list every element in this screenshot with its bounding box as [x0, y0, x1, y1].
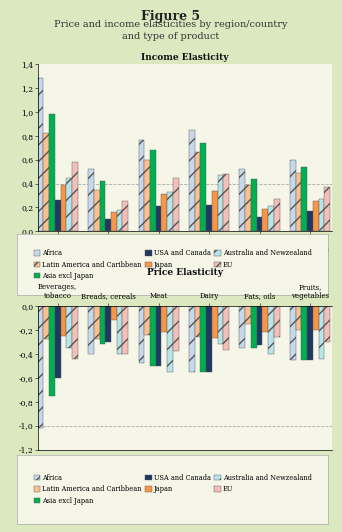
Text: Figure 5: Figure 5	[142, 10, 200, 22]
Bar	[313, 306, 318, 330]
Bar	[318, 306, 324, 359]
Bar	[55, 201, 61, 231]
Bar	[262, 306, 268, 332]
Bar	[256, 306, 262, 345]
Bar	[301, 306, 307, 360]
Bar	[200, 306, 206, 372]
Bar	[150, 306, 156, 366]
Bar	[212, 191, 218, 231]
Bar	[156, 306, 161, 366]
Bar	[38, 78, 43, 231]
Bar	[156, 206, 161, 231]
Legend: Africa, Latin America and Caribbean, Asia excl Japan, USA and Canada, Japan, Aus: Africa, Latin America and Caribbean, Asi…	[31, 471, 314, 508]
Bar	[72, 162, 78, 231]
Bar	[49, 306, 55, 396]
Bar	[43, 306, 49, 339]
Bar	[251, 306, 256, 348]
Bar	[301, 167, 307, 231]
Bar	[55, 306, 61, 378]
Bar	[223, 306, 229, 350]
Bar	[245, 306, 251, 324]
Title: Income Elasticity: Income Elasticity	[141, 53, 228, 62]
Bar	[200, 143, 206, 231]
Legend: Africa, Latin America and Caribbean, Asia excl Japan, USA and Canada, Japan, Aus: Africa, Latin America and Caribbean, Asi…	[31, 247, 314, 282]
Bar	[206, 205, 212, 231]
Bar	[295, 306, 301, 330]
Bar	[268, 206, 274, 231]
Bar	[105, 220, 111, 231]
Bar	[161, 194, 167, 231]
Bar	[290, 160, 295, 231]
Bar	[72, 306, 78, 359]
Bar	[88, 306, 94, 354]
Bar	[223, 174, 229, 231]
Bar	[66, 306, 72, 348]
Bar	[173, 178, 179, 231]
Bar	[117, 210, 122, 231]
Bar	[274, 306, 279, 337]
Bar	[161, 306, 167, 332]
Bar	[324, 187, 330, 231]
Bar	[88, 169, 94, 231]
Bar	[173, 306, 179, 352]
Bar	[94, 306, 100, 339]
Bar	[167, 306, 173, 372]
Bar	[122, 306, 128, 354]
Bar	[100, 306, 105, 344]
Bar	[189, 130, 195, 231]
Bar	[43, 134, 49, 231]
Bar	[144, 160, 150, 231]
Bar	[268, 306, 274, 354]
Bar	[66, 178, 72, 231]
Bar	[318, 199, 324, 231]
Bar	[111, 212, 117, 231]
Bar	[94, 189, 100, 231]
Bar	[307, 306, 313, 360]
Bar	[38, 306, 43, 428]
Bar	[251, 179, 256, 231]
Text: Price and income elasticities by region/country
and type of product: Price and income elasticities by region/…	[54, 20, 288, 41]
Bar	[239, 169, 245, 231]
Bar	[245, 185, 251, 231]
Bar	[195, 153, 200, 231]
Bar	[218, 175, 223, 231]
Bar	[313, 202, 318, 231]
Bar	[61, 185, 66, 231]
Bar	[144, 306, 150, 335]
Title: Price Elasticity: Price Elasticity	[147, 268, 223, 277]
Bar	[49, 114, 55, 231]
Bar	[111, 306, 117, 320]
Bar	[122, 202, 128, 231]
Bar	[212, 306, 218, 338]
Bar	[274, 199, 279, 231]
Bar	[61, 306, 66, 336]
Bar	[262, 209, 268, 231]
Bar	[167, 192, 173, 231]
Bar	[307, 211, 313, 231]
Bar	[100, 181, 105, 231]
Bar	[195, 306, 200, 337]
Bar	[139, 140, 144, 231]
Bar	[206, 306, 212, 372]
Bar	[295, 173, 301, 231]
Bar	[218, 306, 223, 344]
Bar	[105, 306, 111, 342]
Bar	[139, 306, 144, 363]
Bar	[189, 306, 195, 372]
Bar	[117, 306, 122, 354]
Bar	[239, 306, 245, 348]
Bar	[256, 217, 262, 231]
Bar	[290, 306, 295, 360]
Bar	[324, 306, 330, 342]
Bar	[150, 150, 156, 231]
